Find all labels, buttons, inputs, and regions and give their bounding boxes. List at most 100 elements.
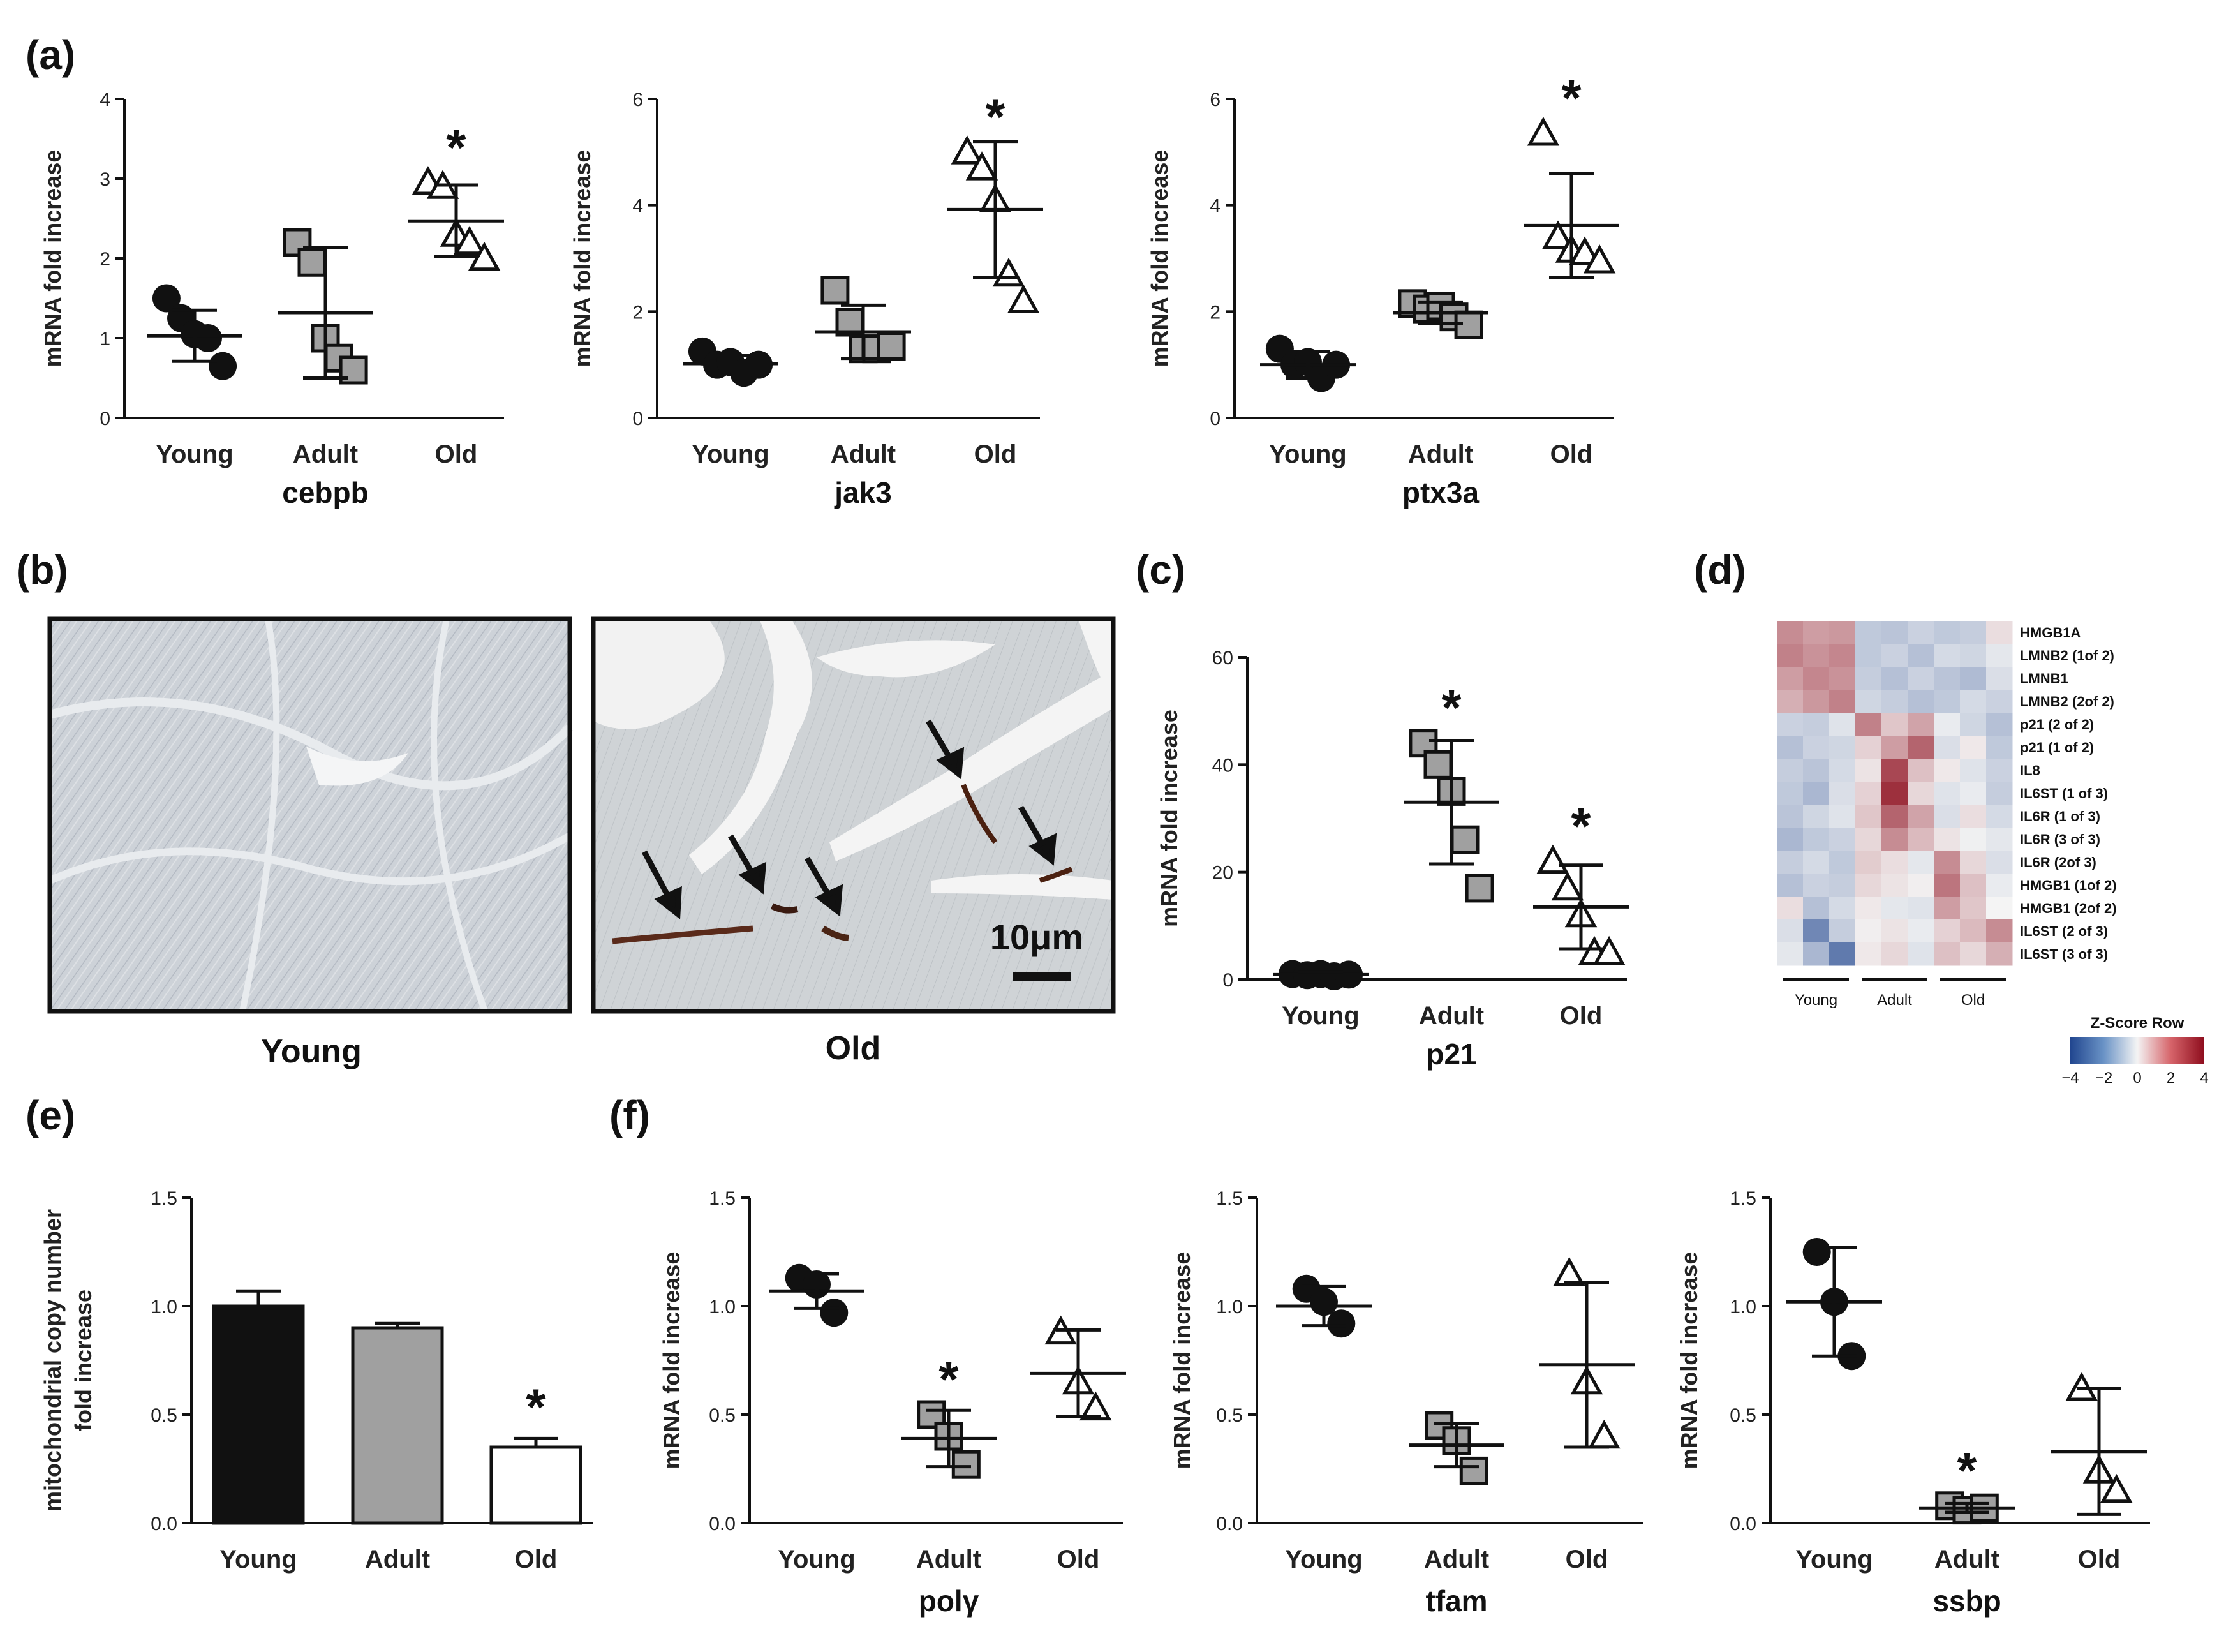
heatmap-cell [1829,874,1856,897]
heatmap-cell [1881,897,1908,920]
heatmap-cell [1829,828,1856,851]
arrow-markers [642,719,1057,919]
y-tick-label: 6 [632,89,643,110]
data-point [1327,1309,1356,1338]
heatmap-cell [1934,644,1961,667]
heatmap-row-label: LMNB2 (1of 2) [2020,648,2114,664]
heatmap-cell [1934,897,1961,920]
fiber-border [48,697,574,791]
heatmap-cell [1855,919,1882,943]
heatmap-cell [1855,782,1882,805]
heatmap-cell [1986,828,2013,851]
heatmap-cell [1986,644,2013,667]
heatmap-cell [1908,919,1934,943]
heatmap-cell [1960,828,1987,851]
heatmap-cell [1986,805,2013,828]
y-axis-label: mRNA fold increase [1676,1252,1702,1470]
data-point [194,324,222,352]
heatmap-cell [1803,713,1830,736]
heatmap-cell [1855,759,1882,782]
heatmap-cell [1881,713,1908,736]
image-frame-old [591,616,1116,1014]
data-point [453,225,486,255]
heatmap-cell [1986,621,2013,644]
fiber-border [431,618,488,1013]
heatmap-cell [1829,759,1856,782]
arrow-icon [805,856,832,898]
bar [351,1326,444,1525]
arrow-icon [738,861,767,895]
heatmap-group-label: Old [1961,992,1985,1009]
y-tick-label: 60 [1212,648,1233,669]
legend-tick-label: 4 [2200,1069,2208,1087]
tissue-gap [689,619,812,874]
heatmap-cell [1855,828,1882,851]
data-point [1592,935,1626,965]
heatmap-cell [1829,805,1856,828]
stain-deposit [961,784,998,844]
data-point [339,355,368,385]
heatmap-cell [1855,942,1882,966]
heatmap-cell [1934,919,1961,943]
heatmap-cell [1855,851,1882,874]
x-tick-label: Young [778,1545,855,1574]
data-point [1541,220,1575,249]
chart-ssbp: 0.0 0.5 1.0 1.5 Young Adult Old mRNA fold incre… [1676,1188,2150,1618]
y-tick-label: 3 [100,169,110,190]
heatmap-cell [1881,851,1908,874]
heatmap-cell [1777,690,1804,713]
arrow-icon [1018,805,1046,847]
heatmap-cell [1803,667,1830,690]
data-point [152,284,181,313]
heatmap-cell [1881,621,1908,644]
significance-marker: * [985,88,1005,145]
arrow-icon [936,747,965,780]
heatmap-cell [1777,805,1804,828]
heatmap-cell [1960,919,1987,943]
x-tick-label: Old [1560,1002,1603,1030]
y-tick-label: 0.5 [151,1405,177,1426]
data-point [965,151,998,181]
histology-old: 10μm [591,616,1116,1014]
heatmap-cell [1803,874,1830,897]
y-tick-label: 1.5 [151,1188,177,1209]
heatmap-cell [1960,644,1987,667]
x-tick-label: Adult [293,440,358,468]
heatmap-cell [1829,667,1856,690]
heatmap-cell [1986,690,2013,713]
heatmap-cell [1908,874,1934,897]
heatmap-cell [1829,644,1856,667]
data-point [877,332,906,361]
heatmap-cell [1829,713,1856,736]
data-point [2100,1473,2133,1503]
y-axis-label: mRNA fold increase [1156,710,1182,927]
heatmap-cell [1960,851,1987,874]
heatmap-row-label: p21 (1 of 2) [2020,740,2094,755]
gene-label: p21 [1426,1038,1476,1071]
heatmap-cell [1934,942,1961,966]
data-point [951,135,984,165]
heatmap-cell [1855,874,1882,897]
heatmap-cell [1881,644,1908,667]
heatmap-row-label: HMGB1 (1of 2) [2020,877,2117,893]
gene-label: cebpb [282,476,368,509]
y-tick-label: 1 [100,329,110,350]
data-point [951,1450,981,1479]
heatmap-cell [1855,897,1882,920]
heatmap-cell [1908,805,1934,828]
panel-label-e: (e) [26,1092,75,1138]
tissue-gap [829,670,1113,861]
arrow-icon [1028,833,1057,866]
arrow-icon [642,850,672,902]
x-tick-label: Old [2078,1545,2121,1574]
heatmap-row-label: LMNB1 [2020,671,2068,687]
arrow-icon [815,884,843,917]
heatmap-row-label: HMGB1A [2020,625,2081,641]
heatmap-cell [1855,805,1882,828]
x-tick-label: Old [974,440,1017,468]
y-tick-label: 0.5 [1730,1405,1756,1426]
y-tick-label: 1.0 [1216,1297,1243,1318]
x-tick-label: Old [515,1545,558,1574]
y-tick-label: 0.0 [709,1514,736,1535]
